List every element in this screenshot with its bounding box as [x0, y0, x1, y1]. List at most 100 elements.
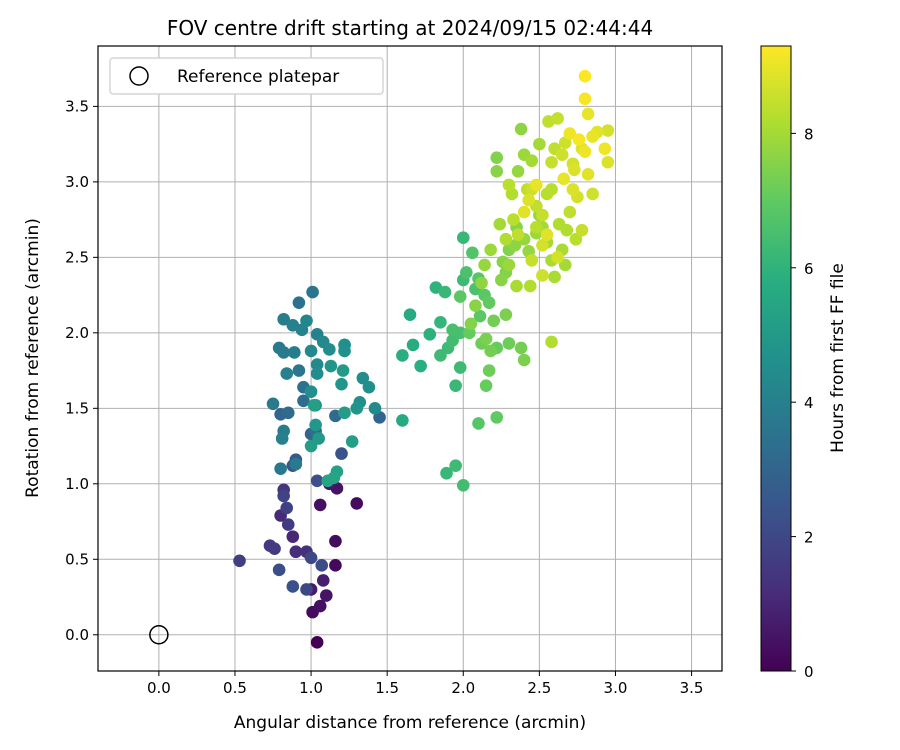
data-point [522, 193, 536, 207]
colorbar-tick-label: 8 [804, 125, 814, 143]
data-point [350, 497, 364, 510]
y-axis-ticks: 0.0 0.5 1.0 1.5 2.0 2.5 3.0 3.5 [65, 97, 98, 644]
data-point [568, 163, 581, 177]
data-point [274, 462, 287, 476]
data-point [551, 251, 564, 264]
data-point [495, 273, 508, 287]
data-point [575, 223, 589, 237]
data-point [453, 361, 467, 374]
data-point [601, 124, 615, 137]
data-point [533, 137, 546, 151]
y-axis-label: Rotation from reference (arcmin) [23, 218, 43, 498]
data-point [502, 337, 516, 350]
data-point [484, 344, 497, 358]
data-point [280, 367, 294, 380]
data-point [310, 358, 324, 371]
data-point [514, 341, 528, 355]
data-point [482, 364, 496, 377]
data-point [548, 270, 561, 284]
colorbar-tick-label: 6 [804, 260, 814, 278]
data-point [281, 518, 295, 531]
x-tick-label: 1.0 [299, 679, 323, 697]
data-point [313, 498, 327, 512]
data-point [563, 127, 577, 140]
data-point [560, 223, 574, 237]
data-point [329, 534, 342, 548]
data-point [345, 435, 359, 448]
legend: Reference platepar [109, 57, 384, 95]
data-point [499, 232, 513, 246]
colorbar-tick-label: 4 [804, 394, 814, 412]
data-point [453, 290, 467, 303]
data-point [511, 228, 525, 242]
data-point [277, 489, 290, 503]
data-point [502, 258, 516, 272]
data-point [460, 266, 473, 279]
data-point [281, 406, 295, 420]
data-point [362, 380, 376, 394]
data-point [517, 205, 531, 219]
legend-marker-icon [129, 66, 149, 86]
data-point [406, 338, 420, 352]
data-point [578, 92, 592, 106]
data-point [449, 459, 462, 472]
y-tick-label: 0.0 [65, 626, 89, 644]
data-point [272, 563, 286, 577]
data-point [511, 165, 525, 178]
y-tick-label: 3.5 [65, 97, 89, 115]
data-point [490, 411, 504, 424]
data-point [289, 545, 303, 559]
data-point [493, 217, 507, 231]
data-point [438, 285, 452, 299]
legend-label: Reference platepar [177, 67, 339, 87]
data-point [414, 359, 427, 373]
x-axis-label: Angular distance from reference (arcmin) [234, 713, 586, 733]
data-point [581, 168, 595, 181]
data-point [514, 122, 528, 136]
data-point [396, 349, 409, 362]
data-point [297, 394, 310, 408]
data-point [478, 258, 491, 272]
y-tick-label: 2.5 [65, 248, 89, 266]
data-point [464, 317, 478, 331]
x-tick-label: 3.5 [680, 679, 704, 697]
data-point [423, 328, 437, 341]
data-point [277, 312, 290, 326]
data-point [566, 183, 580, 196]
data-point [482, 296, 496, 309]
colorbar-label: Hours from first FF file [828, 263, 848, 453]
data-point [536, 208, 549, 222]
data-point [473, 309, 487, 323]
data-point [508, 238, 522, 252]
data-point [523, 279, 537, 293]
data-point [323, 343, 336, 356]
data-point [545, 335, 558, 349]
colorbar-tick-label: 0 [804, 663, 814, 681]
chart-title: FOV centre drift starting at 2024/09/15 … [167, 16, 653, 40]
data-point [578, 69, 592, 83]
data-point [555, 148, 569, 161]
data-point [309, 418, 322, 432]
colorbar-tick-label: 2 [804, 529, 814, 547]
legend-box [109, 57, 384, 95]
data-point [540, 228, 554, 242]
data-point [456, 479, 470, 492]
data-point [335, 377, 348, 391]
data-point [545, 155, 558, 169]
data-point [530, 220, 543, 234]
y-tick-label: 1.0 [65, 475, 89, 493]
data-point [310, 367, 324, 380]
data-point [350, 402, 364, 415]
reference-marker [149, 625, 169, 645]
data-point [292, 296, 306, 309]
data-point [466, 246, 479, 260]
data-point [336, 364, 350, 377]
data-point [338, 406, 351, 420]
data-point [304, 344, 318, 358]
data-point [396, 414, 409, 427]
data-point [525, 154, 539, 168]
data-point [356, 371, 370, 385]
data-point [315, 559, 329, 572]
data-point [313, 599, 327, 613]
